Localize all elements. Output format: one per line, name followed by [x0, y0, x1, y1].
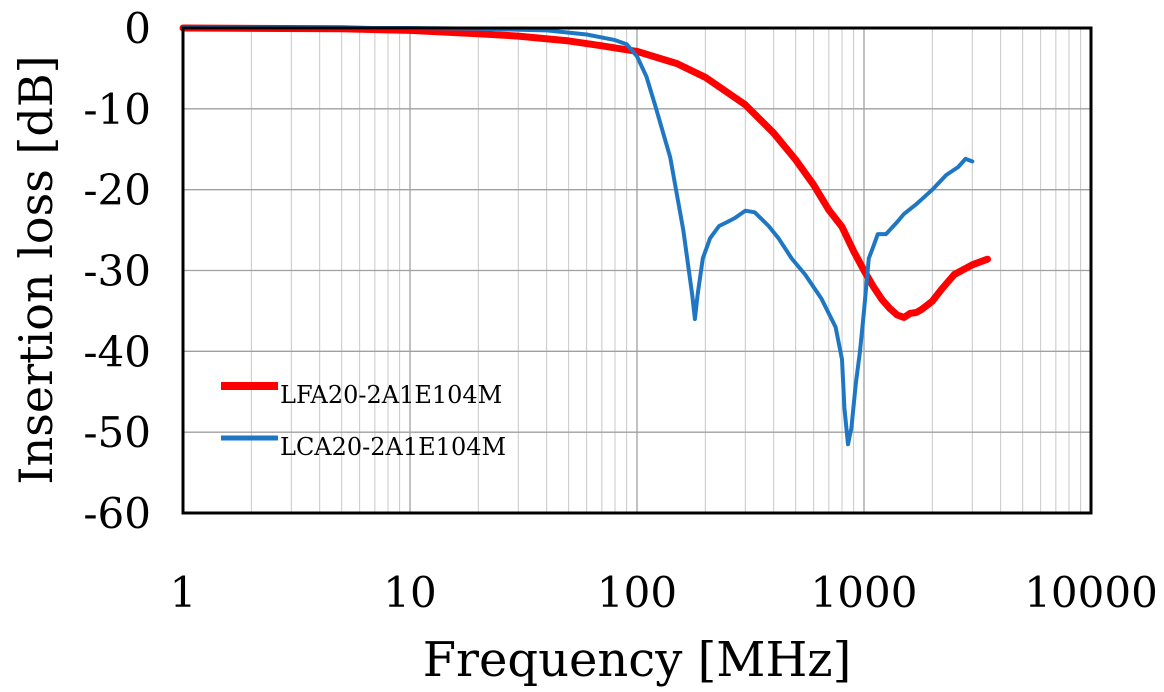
y-tick-label: 0 [124, 4, 151, 53]
y-tick-label: -60 [83, 489, 151, 538]
x-tick-label: 1 [170, 568, 197, 617]
y-tick-labels: 0 -10 -20 -30 -40 -50 -60 [83, 4, 151, 538]
x-axis-label: Frequency [MHz] [423, 632, 852, 688]
y-tick-label: -40 [83, 327, 151, 376]
legend-label-lca: LCA20-2A1E104M [280, 433, 506, 461]
x-tick-label: 100 [597, 568, 677, 617]
y-tick-label: -20 [83, 166, 151, 215]
x-tick-label: 10000 [1024, 568, 1158, 617]
plot-frame [181, 26, 1093, 515]
x-tick-label: 1000 [811, 568, 918, 617]
x-tick-labels: 1 10 100 1000 10000 [170, 568, 1158, 617]
y-axis-label: Insertion loss [dB] [9, 55, 63, 484]
y-tick-label: -30 [83, 247, 151, 296]
legend: LFA20-2A1E104M LCA20-2A1E104M [221, 381, 506, 461]
legend-item-lfa: LFA20-2A1E104M [221, 381, 502, 409]
legend-label-lfa: LFA20-2A1E104M [280, 381, 502, 409]
x-tick-label: 10 [383, 568, 436, 617]
series-line-1 [181, 26, 975, 447]
series-line-0 [179, 24, 991, 321]
y-tick-label: -50 [83, 408, 151, 457]
legend-item-lca: LCA20-2A1E104M [221, 433, 506, 461]
y-tick-label: -10 [83, 85, 151, 134]
series-layer [179, 24, 991, 447]
